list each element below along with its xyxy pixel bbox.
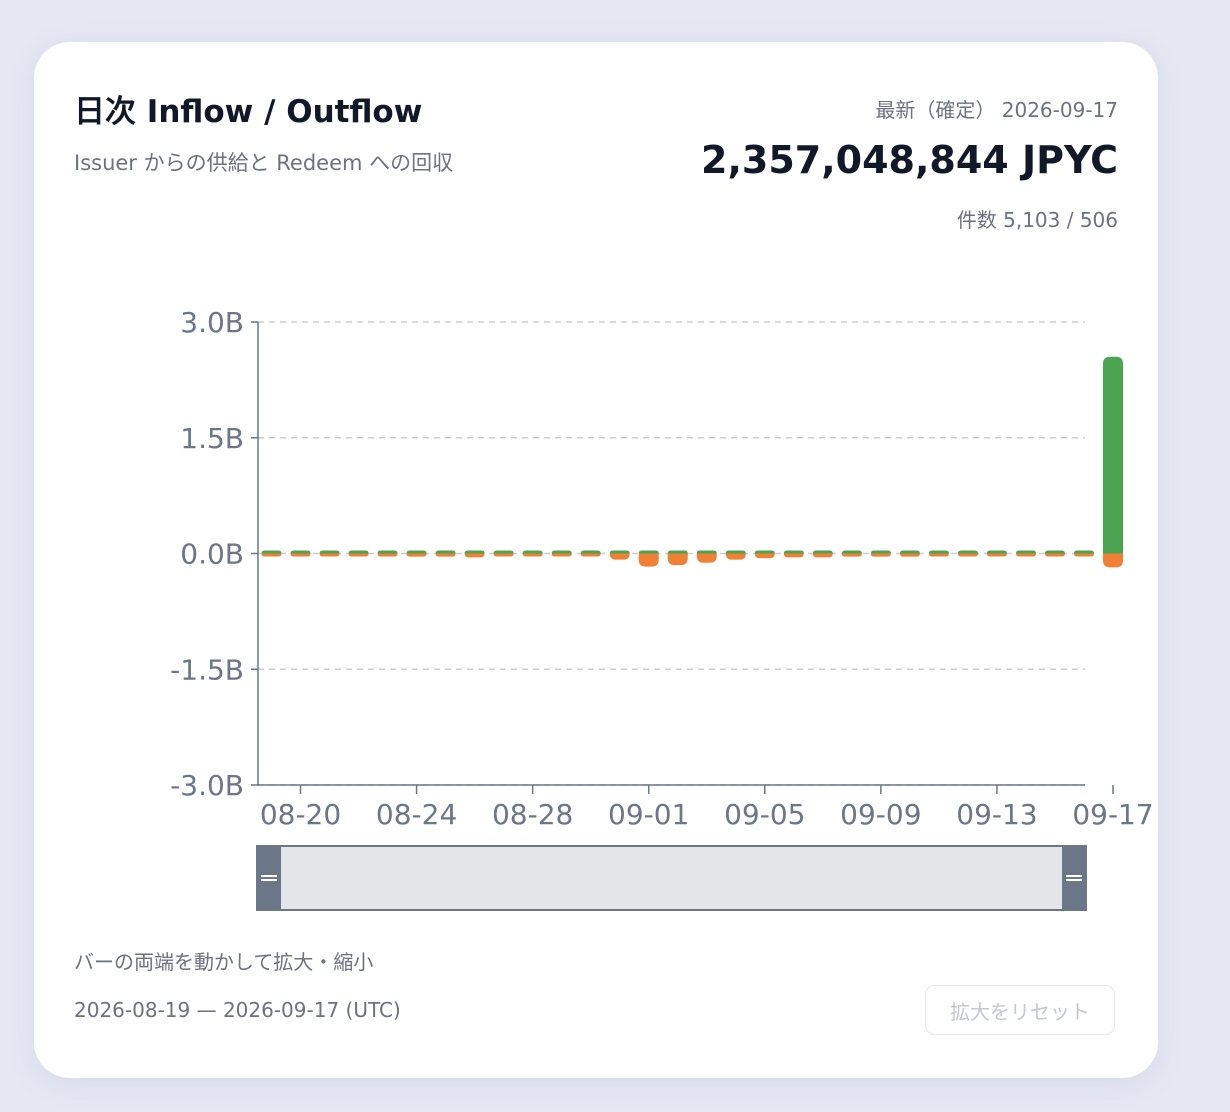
outflow-bar-09-03 bbox=[696, 553, 717, 563]
outflow-bar-09-08 bbox=[841, 553, 862, 557]
outflow-bar-09-09 bbox=[870, 553, 891, 557]
outflow-bar-09-14 bbox=[1015, 553, 1036, 557]
inflow-bar-09-12 bbox=[957, 550, 978, 554]
inflow-bar-09-04 bbox=[725, 550, 746, 554]
inflow-bar-09-08 bbox=[841, 550, 862, 554]
outflow-bar-09-02 bbox=[667, 553, 688, 566]
inflow-bar-09-05 bbox=[754, 550, 775, 554]
latest-value: 2,357,048,844 JPYC bbox=[701, 138, 1118, 182]
slider-handle-left[interactable] bbox=[257, 846, 281, 910]
outflow-bar-08-27 bbox=[493, 553, 514, 557]
inflow-bar-09-15 bbox=[1044, 550, 1065, 554]
outflow-bar-09-07 bbox=[812, 553, 833, 558]
outflow-bar-09-06 bbox=[783, 553, 804, 558]
flow-card: 日次 Inflow / Outflow Issuer からの供給と Redeem… bbox=[34, 42, 1158, 1078]
flow-bar-chart: 3.0B 1.5B 0.0B -1.5B -3.0B 08-20 08-24 08-28 09-… bbox=[170, 306, 1154, 911]
inflow-bar-09-07 bbox=[812, 550, 833, 554]
inflow-bar-09-06 bbox=[783, 550, 804, 554]
outflow-bar-09-04 bbox=[725, 553, 746, 560]
inflow-bar-08-19 bbox=[261, 550, 282, 554]
outflow-bar-08-29 bbox=[551, 553, 572, 557]
card-subtitle: Issuer からの供給と Redeem への回収 bbox=[74, 151, 454, 175]
outflow-bar-09-05 bbox=[754, 553, 775, 559]
x-tick-label: 09-01 bbox=[608, 798, 689, 831]
outflow-bar-08-26 bbox=[464, 553, 485, 558]
x-tick-label: 08-28 bbox=[492, 798, 573, 831]
y-tick-label: 3.0B bbox=[180, 306, 244, 339]
outflow-bar-08-30 bbox=[580, 553, 601, 557]
inflow-bar-09-14 bbox=[1015, 550, 1036, 554]
date-range: 2026-08-19 — 2026-09-17 (UTC) bbox=[74, 998, 401, 1022]
outflow-bar-08-31 bbox=[609, 553, 630, 560]
inflow-bar-08-28 bbox=[522, 550, 543, 554]
outflow-bar-09-17 bbox=[1103, 553, 1124, 568]
zoom-hint: バーの両端を動かして拡大・縮小 bbox=[74, 950, 374, 974]
bars bbox=[261, 356, 1124, 568]
outflow-bar-08-21 bbox=[319, 553, 340, 557]
inflow-bar-09-11 bbox=[928, 550, 949, 554]
inflow-bar-08-25 bbox=[435, 550, 456, 554]
y-tick-label: 1.5B bbox=[180, 422, 244, 455]
outflow-bar-08-22 bbox=[348, 553, 369, 557]
inflow-bar-08-29 bbox=[551, 550, 572, 554]
x-tick-label: 08-24 bbox=[376, 798, 457, 831]
inflow-bar-09-13 bbox=[986, 550, 1007, 554]
outflow-bar-09-13 bbox=[986, 553, 1007, 557]
inflow-bar-09-02 bbox=[667, 550, 688, 554]
x-tick-label: 09-05 bbox=[724, 798, 805, 831]
inflow-bar-08-22 bbox=[348, 550, 369, 554]
outflow-bar-08-25 bbox=[435, 553, 456, 557]
x-tick-label: 09-13 bbox=[956, 798, 1037, 831]
y-tick-label: -1.5B bbox=[170, 653, 244, 686]
card-title: 日次 Inflow / Outflow bbox=[74, 94, 423, 130]
outflow-bar-09-12 bbox=[957, 553, 978, 557]
x-tick-label: 08-20 bbox=[260, 798, 341, 831]
axes: 3.0B 1.5B 0.0B -1.5B -3.0B 08-20 08-24 08-28 09-… bbox=[170, 306, 1154, 831]
inflow-bar-09-09 bbox=[870, 550, 891, 554]
outflow-bar-09-15 bbox=[1044, 553, 1065, 557]
slider-handle-right[interactable] bbox=[1062, 846, 1086, 910]
outflow-bar-08-23 bbox=[377, 553, 398, 557]
outflow-bar-08-28 bbox=[522, 553, 543, 557]
inflow-bar-08-30 bbox=[580, 550, 601, 554]
zoom-slider[interactable] bbox=[256, 845, 1087, 911]
inflow-bar-08-26 bbox=[464, 550, 485, 554]
outflow-bar-08-19 bbox=[261, 553, 282, 557]
inflow-bar-08-21 bbox=[319, 550, 340, 554]
outflow-bar-09-10 bbox=[899, 553, 920, 557]
y-tick-label: 0.0B bbox=[180, 538, 244, 571]
transaction-counts: 件数 5,103 / 506 bbox=[956, 208, 1118, 232]
inflow-bar-09-01 bbox=[638, 550, 659, 554]
outflow-bar-09-01 bbox=[638, 553, 659, 567]
x-tick-label: 09-09 bbox=[840, 798, 921, 831]
y-tick-label: -3.0B bbox=[170, 769, 244, 802]
inflow-bar-09-16 bbox=[1073, 550, 1094, 554]
latest-label: 最新（確定） 2026-09-17 bbox=[875, 98, 1118, 122]
inflow-bar-09-10 bbox=[899, 550, 920, 554]
outflow-bar-08-20 bbox=[290, 553, 311, 557]
inflow-bar-08-23 bbox=[377, 550, 398, 554]
outflow-bar-09-16 bbox=[1073, 553, 1094, 557]
slider-track bbox=[256, 845, 1087, 911]
inflow-bar-09-03 bbox=[696, 550, 717, 554]
inflow-bar-08-24 bbox=[406, 550, 427, 554]
x-tick-label: 09-17 bbox=[1072, 798, 1153, 831]
reset-zoom-button[interactable]: 拡大をリセット bbox=[925, 985, 1115, 1035]
inflow-bar-08-27 bbox=[493, 550, 514, 554]
inflow-bar-08-31 bbox=[609, 550, 630, 554]
outflow-bar-08-24 bbox=[406, 553, 427, 557]
inflow-bar-08-20 bbox=[290, 550, 311, 554]
outflow-bar-09-11 bbox=[928, 553, 949, 557]
inflow-bar-09-17 bbox=[1103, 356, 1124, 554]
